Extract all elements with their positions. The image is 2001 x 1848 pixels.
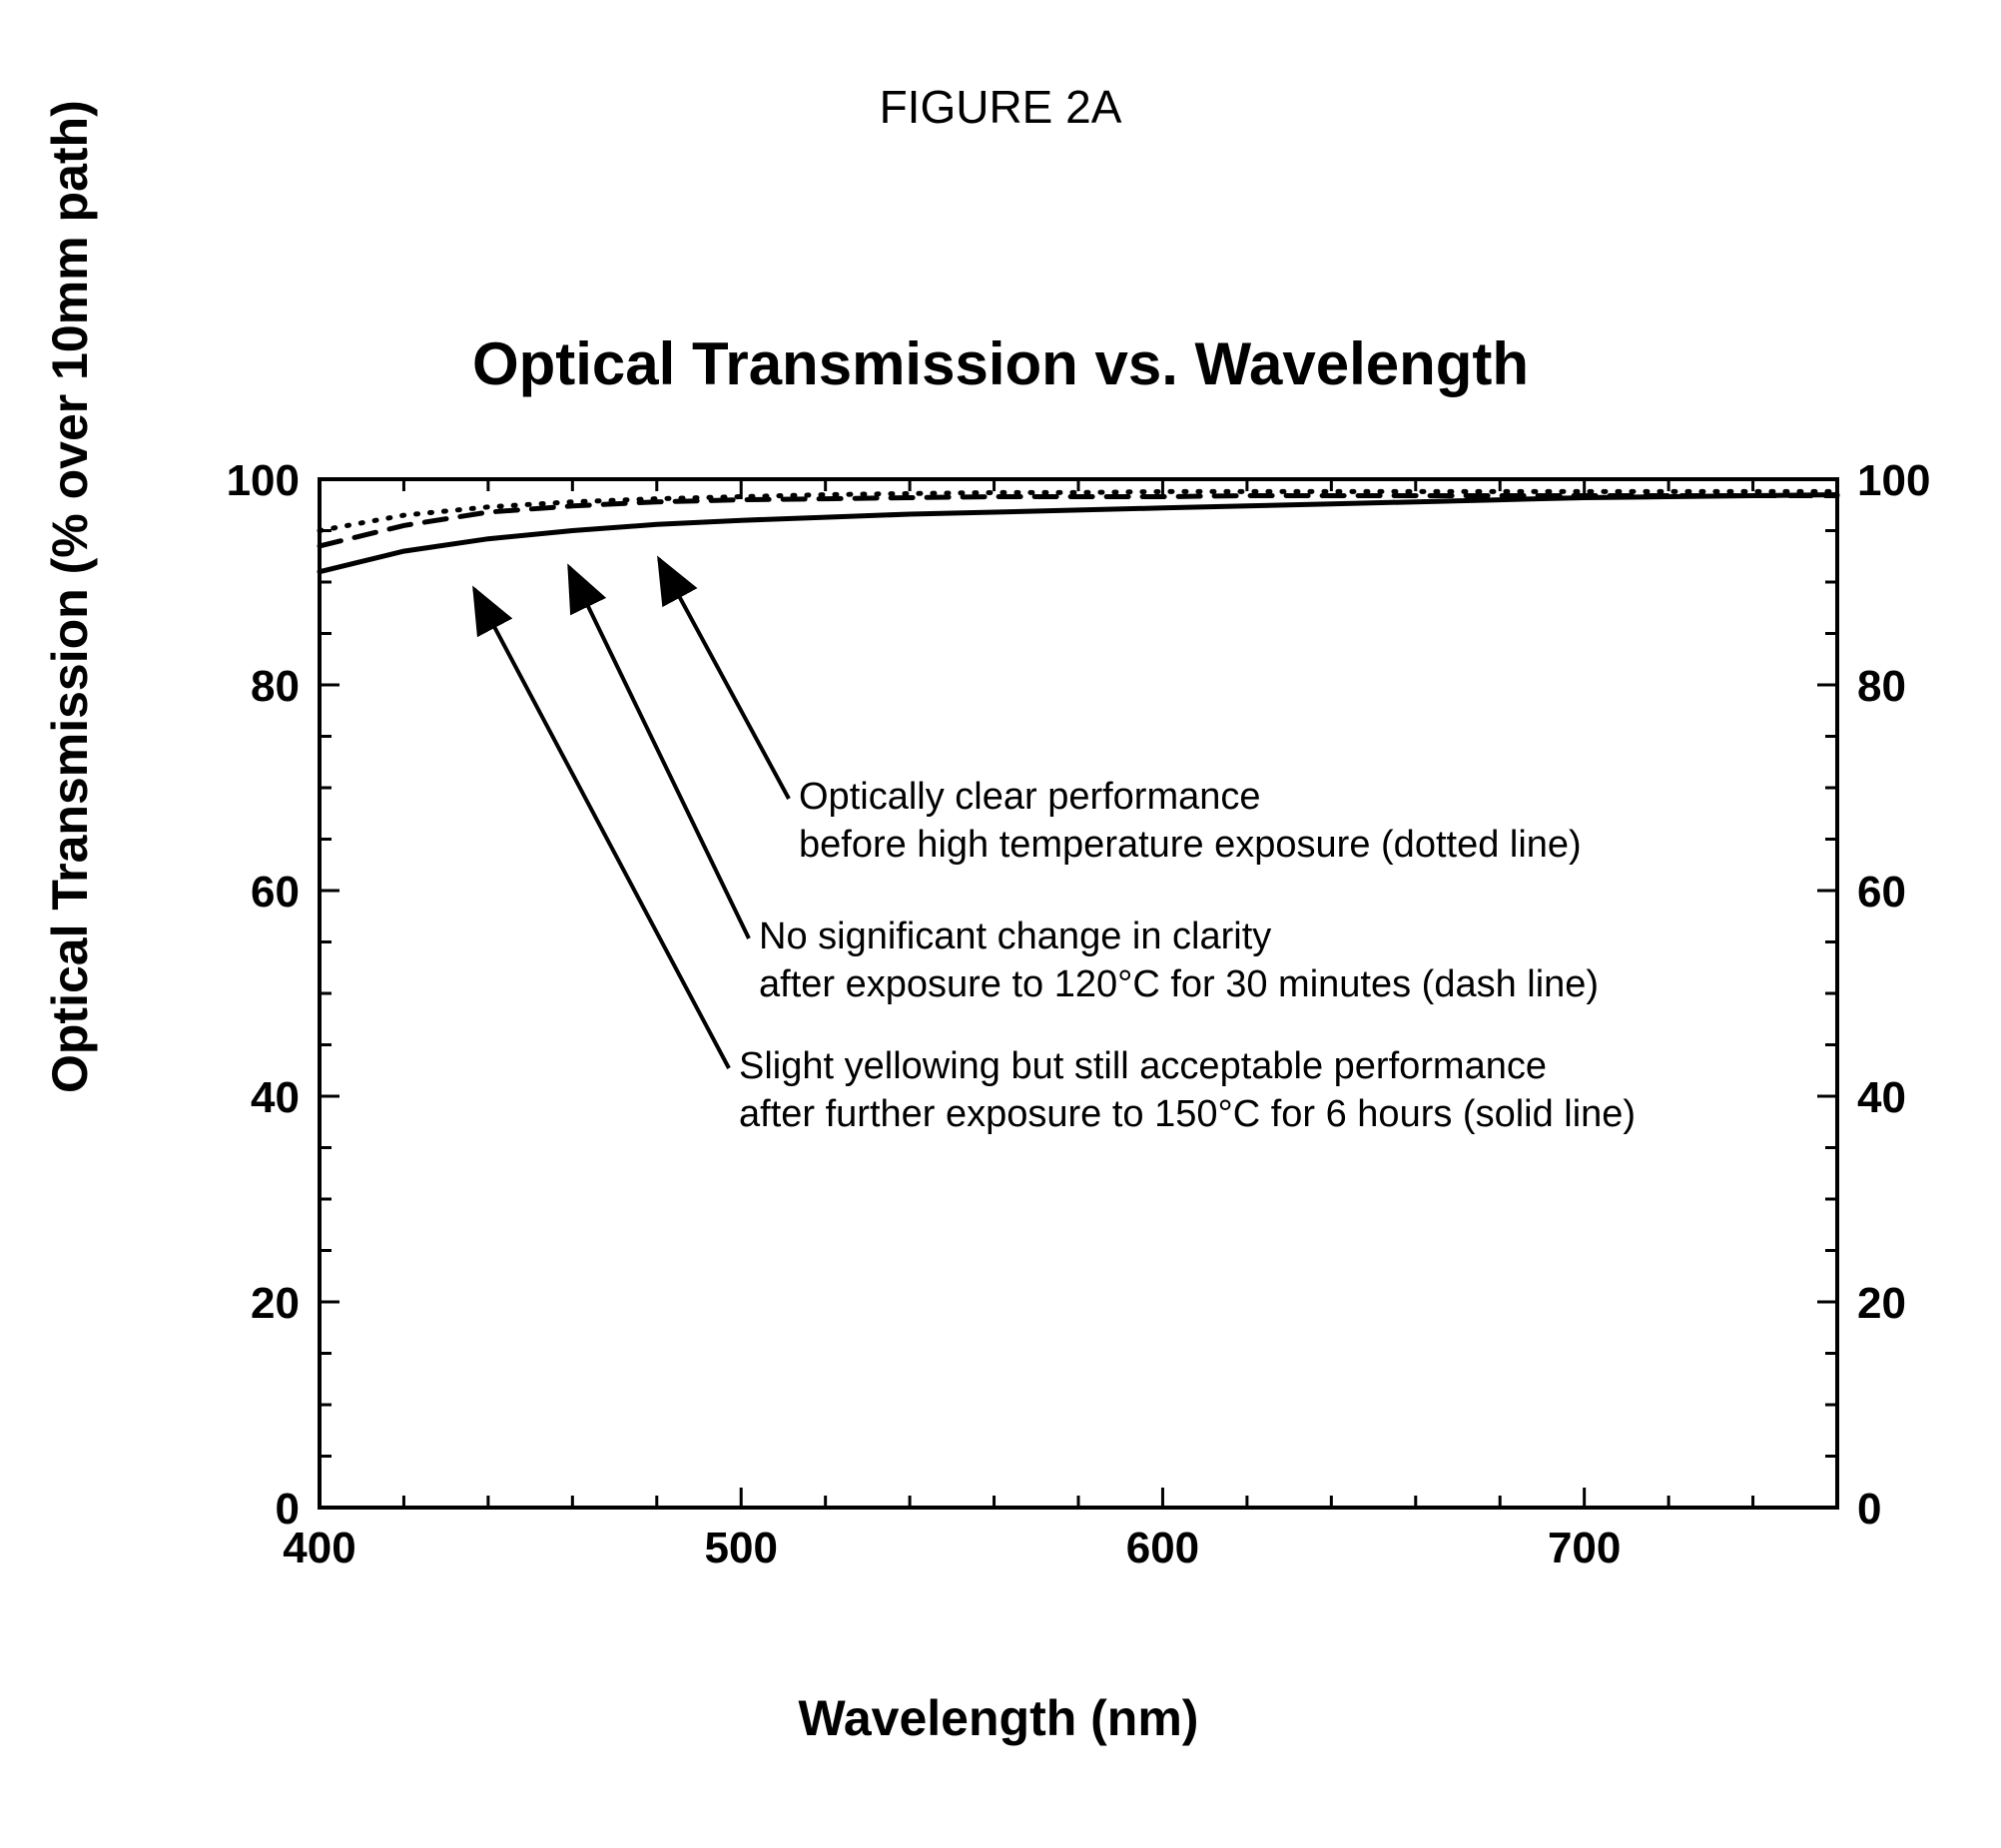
- page: FIGURE 2A Optical Transmission vs. Wavel…: [0, 0, 2001, 1848]
- y-tick-label-right: 40: [1857, 1073, 1906, 1122]
- series-dash: [320, 496, 1837, 546]
- annotation-arrow: [474, 589, 729, 1068]
- annotation-text: Optically clear performance: [799, 776, 1261, 818]
- y-tick-label-right: 80: [1857, 662, 1906, 711]
- y-axis-label: Optical Transmission (% over 10mm path): [41, 100, 99, 1093]
- x-tick-label: 700: [1548, 1524, 1621, 1572]
- y-tick-label-left: 20: [251, 1279, 300, 1328]
- chart-title: Optical Transmission vs. Wavelength: [0, 329, 2001, 398]
- annotation-text: Slight yellowing but still acceptable pe…: [739, 1045, 1547, 1087]
- annotation-text: No significant change in clarity: [759, 916, 1271, 957]
- annotation-text: after exposure to 120°C for 30 minutes (…: [759, 963, 1599, 1005]
- y-tick-label-right: 100: [1857, 456, 1930, 505]
- annotation-text: after further exposure to 150°C for 6 ho…: [739, 1093, 1636, 1135]
- chart-svg: 020406080100020406080100400500600700Opti…: [60, 419, 1937, 1667]
- chart-container: Optical Transmission (% over 10mm path) …: [60, 419, 1937, 1767]
- figure-label: FIGURE 2A: [0, 80, 2001, 134]
- annotation-arrow: [569, 567, 749, 938]
- y-tick-label-right: 0: [1857, 1485, 1881, 1534]
- x-axis-label: Wavelength (nm): [60, 1689, 1937, 1747]
- x-tick-label: 600: [1126, 1524, 1199, 1572]
- y-tick-label-right: 20: [1857, 1279, 1906, 1328]
- y-tick-label-left: 80: [251, 662, 300, 711]
- x-tick-label: 500: [705, 1524, 778, 1572]
- x-tick-label: 400: [283, 1524, 355, 1572]
- y-tick-label-right: 60: [1857, 868, 1906, 917]
- y-tick-label-left: 100: [227, 456, 300, 505]
- y-tick-label-left: 40: [251, 1073, 300, 1122]
- annotation-arrow: [659, 559, 789, 799]
- annotation-text: before high temperature exposure (dotted…: [799, 824, 1582, 866]
- y-tick-label-left: 60: [251, 868, 300, 917]
